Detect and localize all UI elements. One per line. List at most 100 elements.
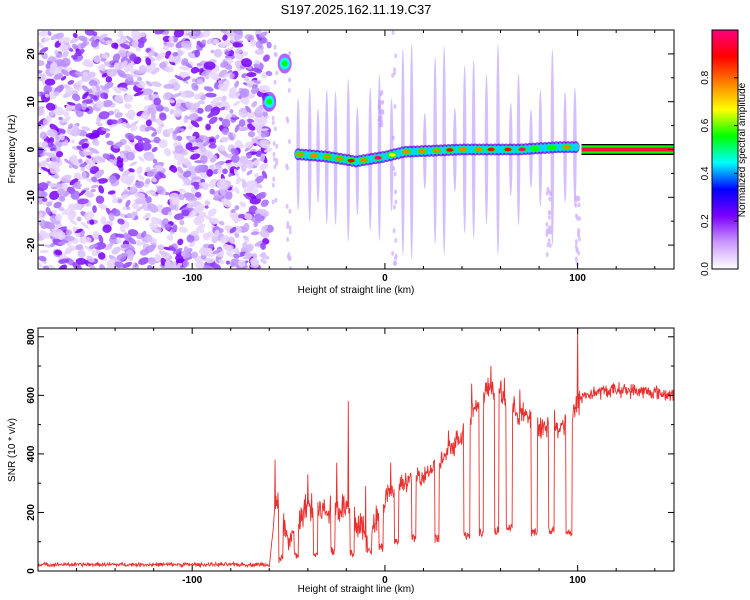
spectrogram-noise-blob xyxy=(233,168,239,177)
spectrogram-noise-blob xyxy=(231,114,237,118)
spectrogram-noise-blob xyxy=(144,126,152,132)
spectrogram-noise-blob xyxy=(155,52,166,61)
spectrogram-noise-blob xyxy=(119,213,126,218)
spectrogram-noise-blob xyxy=(58,258,69,264)
spectrogram-noise-blob xyxy=(175,259,185,263)
spectrogram-streak xyxy=(272,141,276,147)
spectrogram-noise-blob xyxy=(177,262,183,267)
spectrogram-noise-blob xyxy=(63,50,69,57)
spectrogram-noise-blob xyxy=(213,229,220,238)
spectrogram-noise-blob xyxy=(251,101,258,108)
spectrogram-streak xyxy=(287,256,291,262)
spectrogram-noise-blob xyxy=(94,169,105,179)
spectrogram-noise-blob xyxy=(204,205,209,209)
spectrogram-noise-blob xyxy=(39,47,49,54)
spectrogram-noise-blob xyxy=(218,259,225,265)
spectrogram-noise-blob xyxy=(75,184,83,189)
spectrogram-noise-blob xyxy=(201,69,212,77)
spectrogram-noise-blob xyxy=(38,199,43,205)
spectrogram-noise-blob xyxy=(53,91,60,97)
spectrogram-noise-blob xyxy=(145,191,156,195)
spectrogram-streak xyxy=(287,88,291,94)
spectrogram-noise-blob xyxy=(111,246,121,255)
spectrogram-noise-blob xyxy=(85,158,94,166)
colorbar-tick-label: 0.8 xyxy=(700,70,711,84)
spectrogram-noise-blob xyxy=(38,91,41,97)
spectrogram-noise-blob xyxy=(101,72,108,78)
spectrogram-noise-blob xyxy=(39,131,48,140)
spectrogram-noise-blob xyxy=(138,257,150,265)
spectrogram-noise-blob xyxy=(180,250,191,259)
spectrogram-noise-blob xyxy=(67,242,72,247)
spectrogram-ridge-core xyxy=(360,158,368,162)
spectrogram-noise-blob xyxy=(265,70,273,77)
spectrogram-noise-blob xyxy=(121,194,129,199)
spectrogram-noise-blob xyxy=(262,54,270,62)
spectrogram-noise-blob xyxy=(229,227,237,234)
spectrogram-noise-blob xyxy=(51,224,61,232)
spectrogram-noise-blob xyxy=(235,48,243,55)
spectrogram-noise-blob xyxy=(123,66,130,73)
spectrogram-noise-blob xyxy=(195,203,205,213)
spectrogram-noise-blob xyxy=(244,251,252,260)
spectrogram-noise-blob xyxy=(218,145,226,152)
spectrogram-noise-blob xyxy=(104,263,115,269)
spectrogram-noise-blob xyxy=(38,262,43,268)
spectrogram-noise-blob xyxy=(156,105,164,112)
spectrogram-noise-blob xyxy=(74,174,83,180)
spectrogram-noise-blob xyxy=(253,63,261,69)
spectrogram-noise-blob xyxy=(46,128,58,138)
spectrogram-noise-blob xyxy=(116,237,122,244)
spectrogram-noise-blob xyxy=(221,118,231,128)
spectrogram-noise-blob xyxy=(88,243,98,250)
spectrogram-noise-blob xyxy=(38,255,47,262)
spectrogram-noise-blob xyxy=(174,126,181,135)
spectrogram-noise-blob xyxy=(54,59,67,67)
spectrogram-streak xyxy=(577,232,581,238)
colorbar-gradient xyxy=(711,29,739,270)
spectrogram-noise-blob xyxy=(203,61,216,70)
spectrogram-noise-blob xyxy=(54,249,63,256)
spectrogram-noise-blob xyxy=(136,241,147,246)
spectrogram-noise-blob xyxy=(42,197,48,202)
spectrogram-noise-blob xyxy=(85,177,92,183)
spectrogram-noise-blob xyxy=(242,242,248,249)
spectrogram-noise-blob xyxy=(196,40,201,46)
spectrogram-noise-blob xyxy=(59,133,65,141)
spectrogram-noise-blob xyxy=(235,176,241,185)
snr-panel: -100 0 100 0 200 400 600 800 Height of straight… xyxy=(7,327,675,595)
spectrogram-noise-blob xyxy=(86,236,92,243)
spectrogram-ridge-core xyxy=(388,153,396,157)
spectrogram-noise-blob xyxy=(201,30,211,38)
spectrogram-noise-blob xyxy=(164,261,175,269)
spectrogram-streak xyxy=(273,164,277,170)
spectrogram-noise-blob xyxy=(180,40,192,48)
spectrogram-noise-blob xyxy=(49,110,55,117)
spectrogram-noise-blob xyxy=(179,203,189,211)
spectrogram-noise-blob xyxy=(124,132,136,141)
colorbar-label: Normalized spectral amplitude xyxy=(737,82,748,217)
spectrogram-noise-blob xyxy=(151,176,157,183)
spectrogram-noise-blob xyxy=(38,106,45,116)
spectrogram-noise-blob xyxy=(82,71,88,77)
spectrogram-noise-blob xyxy=(220,136,229,143)
spectrogram-noise-blob xyxy=(200,94,207,101)
spectrogram-noise-blob xyxy=(45,206,51,215)
spectrogram-noise-blob xyxy=(102,153,111,160)
spectrogram-noise-blob xyxy=(108,212,115,222)
spectrogram-noise-blob xyxy=(247,131,256,138)
spectrogram-noise-blob xyxy=(134,180,145,189)
spectrogram-streak xyxy=(393,171,397,177)
spectrogram-noise-blob xyxy=(196,78,204,85)
spectrogram-noise-blob xyxy=(239,144,245,148)
spectrogram-noise-blob xyxy=(91,85,97,93)
spectrogram-noise-blob xyxy=(199,172,208,179)
spectrogram-noise-blob xyxy=(225,260,231,265)
spectrogram-noise-blob xyxy=(213,48,223,58)
spectrogram-noise-blob xyxy=(108,119,119,125)
spectrogram-streak xyxy=(286,118,290,124)
spectrogram-noise-blob xyxy=(38,182,49,191)
y-tick-label: -10 xyxy=(26,190,37,205)
spectrogram-noise-blob xyxy=(215,134,220,140)
spectrogram-noise-blob xyxy=(102,224,112,233)
